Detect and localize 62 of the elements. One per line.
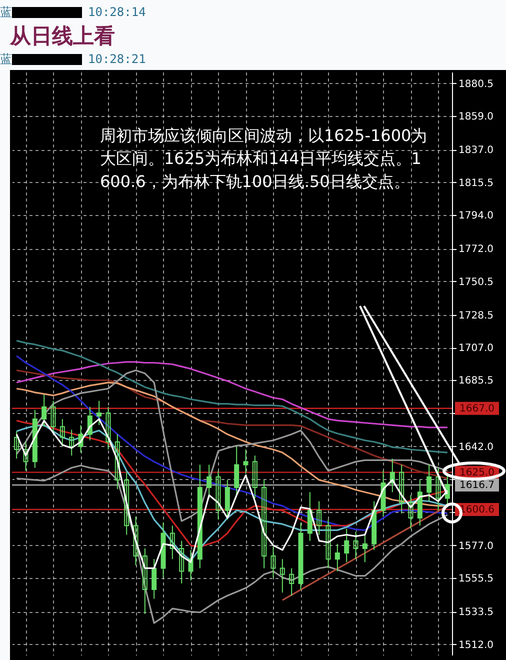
y-tick-label: 1707.0 (458, 343, 494, 354)
annotation: 周初市场应该倾向区间波动，以1625-1600为大区间。1625为布林和144日平均线交点。1600.6，为布林下轨100日线.50日线交点。 (100, 126, 428, 191)
candlestick (114, 434, 120, 490)
candlestick (170, 525, 175, 560)
y-tick-label: 1880.5 (458, 78, 494, 90)
candlestick (334, 543, 340, 572)
candlestick (14, 430, 20, 460)
y-tick-label: 1837.0 (458, 145, 494, 156)
candlestick (216, 470, 221, 520)
line-series (16, 361, 448, 428)
y-tick-label: 1685.5 (458, 376, 494, 387)
candlestick (234, 446, 240, 496)
y-tick-label: 1555.5 (458, 574, 494, 585)
candlestick (224, 479, 230, 520)
text: 10:28:14 (88, 5, 146, 19)
y-tick-label: 1577.0 (458, 540, 494, 552)
y-tick-label: 1772.0 (458, 244, 494, 256)
candlestick (362, 534, 368, 563)
candlestick (42, 394, 47, 428)
candlestick (436, 467, 441, 511)
y-tick-label: 1794.0 (458, 210, 494, 222)
line-series (16, 464, 448, 624)
candlestick (50, 400, 56, 435)
text: 蓝 (0, 5, 12, 19)
y-tick-label: 1642.0 (458, 442, 494, 453)
line-series (16, 340, 448, 454)
chart-title: 从日线上看 (10, 22, 115, 50)
candlestick (106, 406, 111, 450)
candlestick (96, 400, 102, 426)
candlestick (426, 464, 432, 502)
candlestick (353, 531, 358, 560)
candlestick (133, 516, 138, 566)
candlestick (23, 441, 28, 472)
ref-line-label: 1616.7 (460, 480, 494, 491)
candlestick (316, 500, 322, 536)
candlestick (179, 540, 184, 584)
y-tick-label: 1750.5 (458, 276, 494, 288)
y-tick-label: 1533.5 (458, 607, 494, 618)
candlestick (206, 464, 212, 499)
candlestick (280, 558, 285, 594)
candlestick (60, 418, 65, 447)
candlestick (142, 548, 148, 614)
text: 蓝 (0, 52, 12, 66)
candlestick (69, 429, 74, 456)
text: 10:28:21 (88, 52, 146, 66)
candlestick (399, 464, 404, 514)
candlestick (243, 449, 248, 474)
candlestick (344, 528, 350, 563)
y-tick-label: 1859.0 (458, 112, 494, 123)
y-tick-label: 1728.5 (458, 310, 494, 322)
ref-line-label: 1625.0 (460, 467, 494, 478)
candlestick (326, 519, 331, 569)
ref-line-label: 1667.0 (460, 403, 494, 414)
candlestick (408, 494, 414, 530)
candlestick (270, 546, 276, 578)
y-tick-label: 1815.5 (458, 178, 494, 189)
candlestick (262, 479, 267, 569)
candlestick (124, 472, 130, 536)
candlestick (152, 558, 157, 600)
candlestick (289, 568, 294, 596)
candlestick (252, 455, 258, 499)
y-tick-label: 1512.0 (458, 640, 494, 651)
